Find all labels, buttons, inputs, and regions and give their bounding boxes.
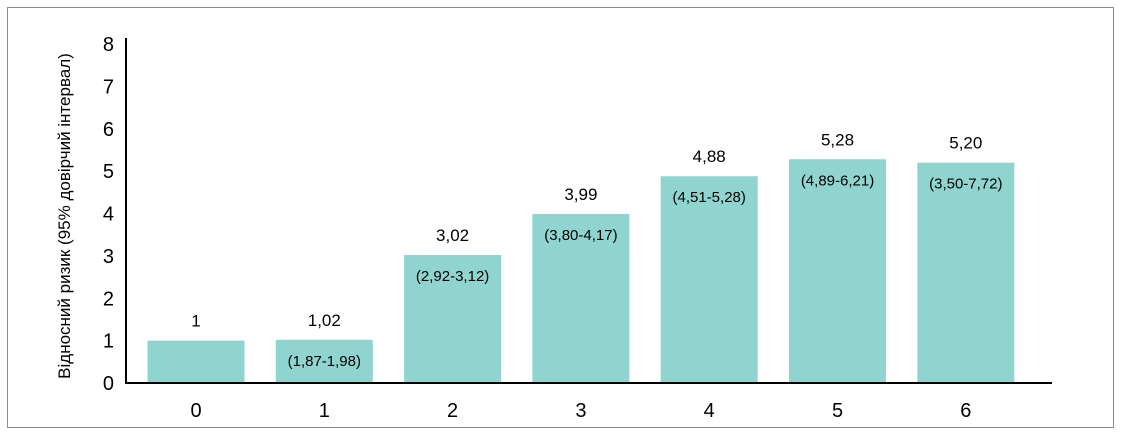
bar-value-label: 4,88 — [693, 147, 726, 166]
bar-ci-label: (3,50-7,72) — [929, 176, 1002, 193]
bar-value-label: 3,02 — [436, 226, 469, 245]
bar — [532, 213, 630, 383]
x-tick-label: 6 — [960, 400, 971, 422]
y-axis-title: Відносний ризик (95% довірчий інтервал) — [55, 53, 74, 379]
x-tick-label: 1 — [319, 400, 330, 422]
y-tick-label: 6 — [103, 119, 114, 141]
bar-ci-label: (4,51-5,28) — [673, 189, 746, 206]
y-tick-label: 2 — [103, 288, 114, 310]
bar — [404, 255, 502, 383]
bar — [147, 340, 245, 383]
y-tick-label: 7 — [103, 76, 114, 98]
bar-ci-label: (2,92-3,12) — [416, 268, 489, 285]
bar-value-label: 3,99 — [564, 185, 597, 204]
bar-value-label: 1,02 — [308, 311, 341, 330]
y-tick-label: 8 — [103, 34, 114, 56]
y-axis-ticks: 0 1 2 3 4 5 6 7 8 — [103, 34, 114, 395]
y-tick-label: 3 — [103, 246, 114, 268]
x-tick-label: 0 — [190, 400, 201, 422]
bar-ci-label: (1,87-1,98) — [288, 353, 361, 370]
y-tick-label: 5 — [103, 161, 114, 183]
y-tick-label: 0 — [103, 373, 114, 395]
x-tick-label: 2 — [447, 400, 458, 422]
bar-value-label: 5,20 — [949, 134, 982, 153]
bar-ci-label: (4,89-6,21) — [801, 172, 874, 189]
bar-ci-label: (3,80-4,17) — [544, 227, 617, 244]
y-tick-label: 4 — [103, 204, 114, 226]
bar-value-label: 5,28 — [821, 130, 854, 149]
bar-value-label: 1 — [191, 312, 200, 331]
y-tick-label: 1 — [103, 331, 114, 353]
x-tick-label: 5 — [832, 400, 843, 422]
bars: 1 1,02 (1,87-1,98) 3,02 (2,92-3,12) 3,99 (3,80… — [147, 130, 1015, 383]
bar — [789, 159, 886, 383]
bar — [917, 162, 1015, 383]
bar — [660, 176, 758, 383]
x-tick-label: 3 — [575, 400, 586, 422]
x-tick-label: 4 — [704, 400, 715, 422]
bar — [275, 339, 373, 383]
x-axis-ticks: 0 1 2 3 4 5 6 — [190, 400, 971, 422]
